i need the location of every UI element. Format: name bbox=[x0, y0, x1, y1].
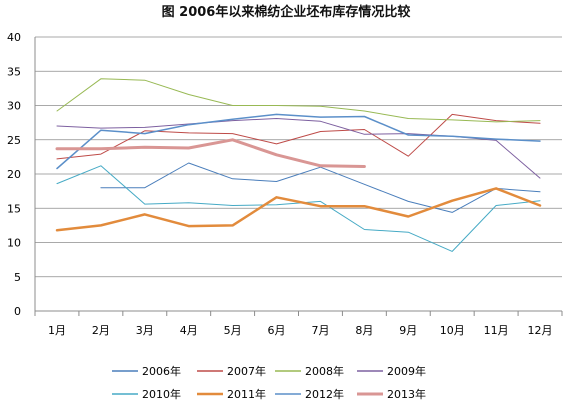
axes: 0 5 10 15 20 25 30 35 40 1月 2月 3月 4月 5月 6月 7月 8月 9月 10月 11月… bbox=[7, 31, 563, 337]
y-tick-label: 10 bbox=[7, 237, 21, 250]
y-tick-label: 40 bbox=[7, 31, 21, 44]
y-tick-label: 0 bbox=[14, 305, 21, 318]
x-tick-label: 8月 bbox=[355, 324, 373, 337]
x-tick-label: 10月 bbox=[440, 324, 465, 337]
x-tick-label: 3月 bbox=[136, 324, 154, 337]
series-line-8 bbox=[55, 138, 366, 168]
legend-label: 2010年 bbox=[142, 387, 181, 401]
grid-lines bbox=[35, 36, 562, 278]
chart-title: 图 2006年以来棉纺企业坯布库存情况比较 bbox=[162, 4, 411, 20]
x-tick-label: 7月 bbox=[311, 324, 329, 337]
legend-label: 2007年 bbox=[227, 364, 266, 378]
legend-label: 2012年 bbox=[305, 387, 344, 401]
x-tick-label: 4月 bbox=[180, 324, 198, 337]
legend-label: 2008年 bbox=[305, 364, 344, 378]
x-tick-label: 12月 bbox=[528, 324, 553, 337]
x-tick-label: 6月 bbox=[268, 324, 286, 337]
y-tick-label: 15 bbox=[7, 202, 21, 215]
series-line-5 bbox=[56, 165, 541, 252]
x-tick-label: 5月 bbox=[224, 324, 242, 337]
series-line-2 bbox=[56, 113, 541, 160]
legend-label: 2013年 bbox=[387, 387, 426, 401]
legend-label: 2011年 bbox=[227, 387, 266, 401]
y-tick-label: 20 bbox=[7, 168, 21, 181]
y-tick-label: 5 bbox=[14, 271, 21, 284]
x-tick-label: 9月 bbox=[399, 324, 417, 337]
x-tick-label: 11月 bbox=[484, 324, 509, 337]
y-tick-label: 30 bbox=[7, 100, 21, 113]
y-tick-label: 35 bbox=[7, 65, 21, 78]
legend: 2006年 2007年 2008年 2009年 2010年 2011年 2012年 2013年 bbox=[112, 364, 426, 401]
series-line-7 bbox=[56, 113, 541, 170]
x-tick-label: 1月 bbox=[48, 324, 66, 337]
y-tick-label: 25 bbox=[7, 134, 21, 147]
series-lines bbox=[55, 78, 542, 252]
series-line-3 bbox=[56, 78, 541, 123]
legend-label: 2009年 bbox=[387, 364, 426, 378]
series-line-6 bbox=[55, 187, 542, 232]
x-tick-label: 2月 bbox=[92, 324, 110, 337]
legend-label: 2006年 bbox=[142, 364, 181, 378]
